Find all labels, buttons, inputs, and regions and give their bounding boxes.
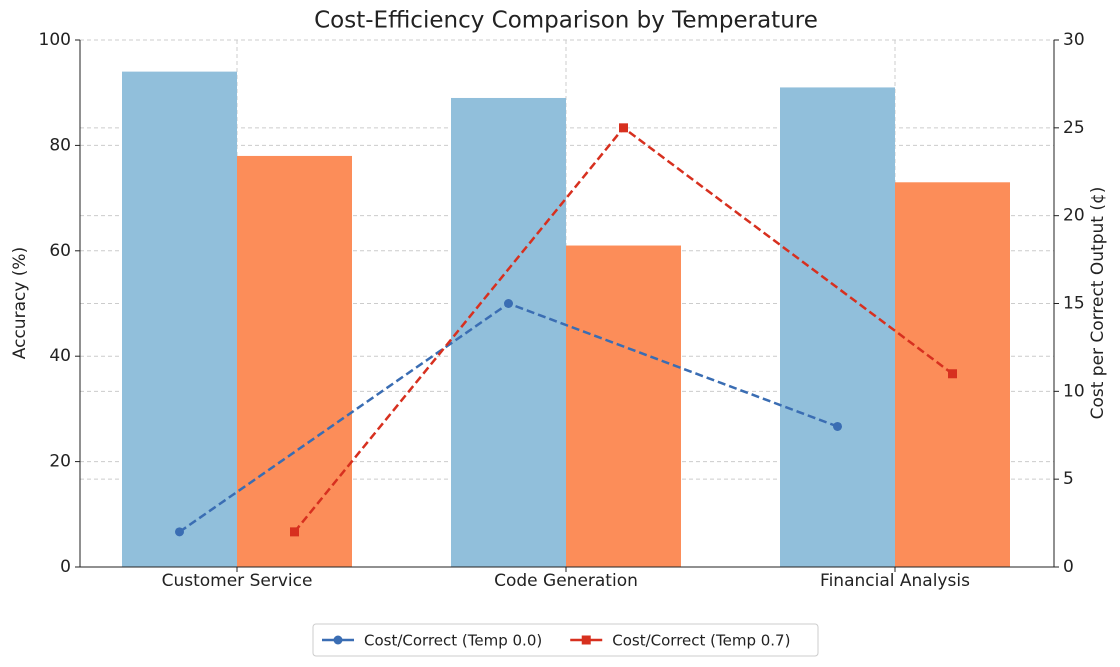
x-tick-label: Customer Service bbox=[162, 571, 313, 591]
y-tick-label: 20 bbox=[49, 452, 71, 472]
y-tick-label: 40 bbox=[49, 346, 71, 366]
y2-tick-label: 20 bbox=[1063, 206, 1085, 226]
marker bbox=[833, 421, 842, 431]
y-tick-label: 0 bbox=[60, 557, 71, 577]
legend: Cost/Correct (Temp 0.0) Cost/Correct (Tem… bbox=[312, 623, 819, 657]
y-axis-label: Accuracy (%) bbox=[10, 247, 30, 359]
chart-title: Cost-Efficiency Comparison by Temperatur… bbox=[314, 8, 818, 34]
x-tick-label: Financial Analysis bbox=[820, 571, 970, 591]
legend-label: Cost/Correct (Temp 0.0) bbox=[364, 632, 542, 650]
marker bbox=[619, 123, 628, 133]
marker bbox=[948, 369, 957, 379]
y2-tick-label: 10 bbox=[1063, 381, 1085, 401]
y-tick-label: 80 bbox=[49, 135, 71, 155]
bar bbox=[122, 71, 237, 568]
x-tick-label: Code Generation bbox=[494, 571, 638, 591]
marker bbox=[175, 527, 184, 537]
y2-tick-label: 15 bbox=[1063, 294, 1085, 314]
legend-label: Cost/Correct (Temp 0.7) bbox=[612, 632, 790, 650]
y2-tick-label: 30 bbox=[1063, 30, 1085, 50]
legend-marker bbox=[333, 635, 343, 645]
y2-tick-label: 0 bbox=[1063, 557, 1074, 577]
y-tick-label: 100 bbox=[39, 30, 71, 50]
bar bbox=[566, 245, 681, 567]
marker bbox=[504, 299, 513, 308]
y2-tick-label: 5 bbox=[1063, 469, 1074, 489]
y-tick-label: 60 bbox=[49, 241, 71, 261]
bar bbox=[451, 97, 566, 567]
marker bbox=[290, 527, 299, 537]
bar bbox=[237, 155, 352, 567]
bar bbox=[780, 87, 895, 568]
y2-axis-label: Cost per Correct Output (¢) bbox=[1088, 187, 1108, 420]
legend-box bbox=[312, 623, 819, 657]
legend-marker bbox=[581, 635, 591, 645]
y2-tick-label: 25 bbox=[1063, 118, 1085, 138]
